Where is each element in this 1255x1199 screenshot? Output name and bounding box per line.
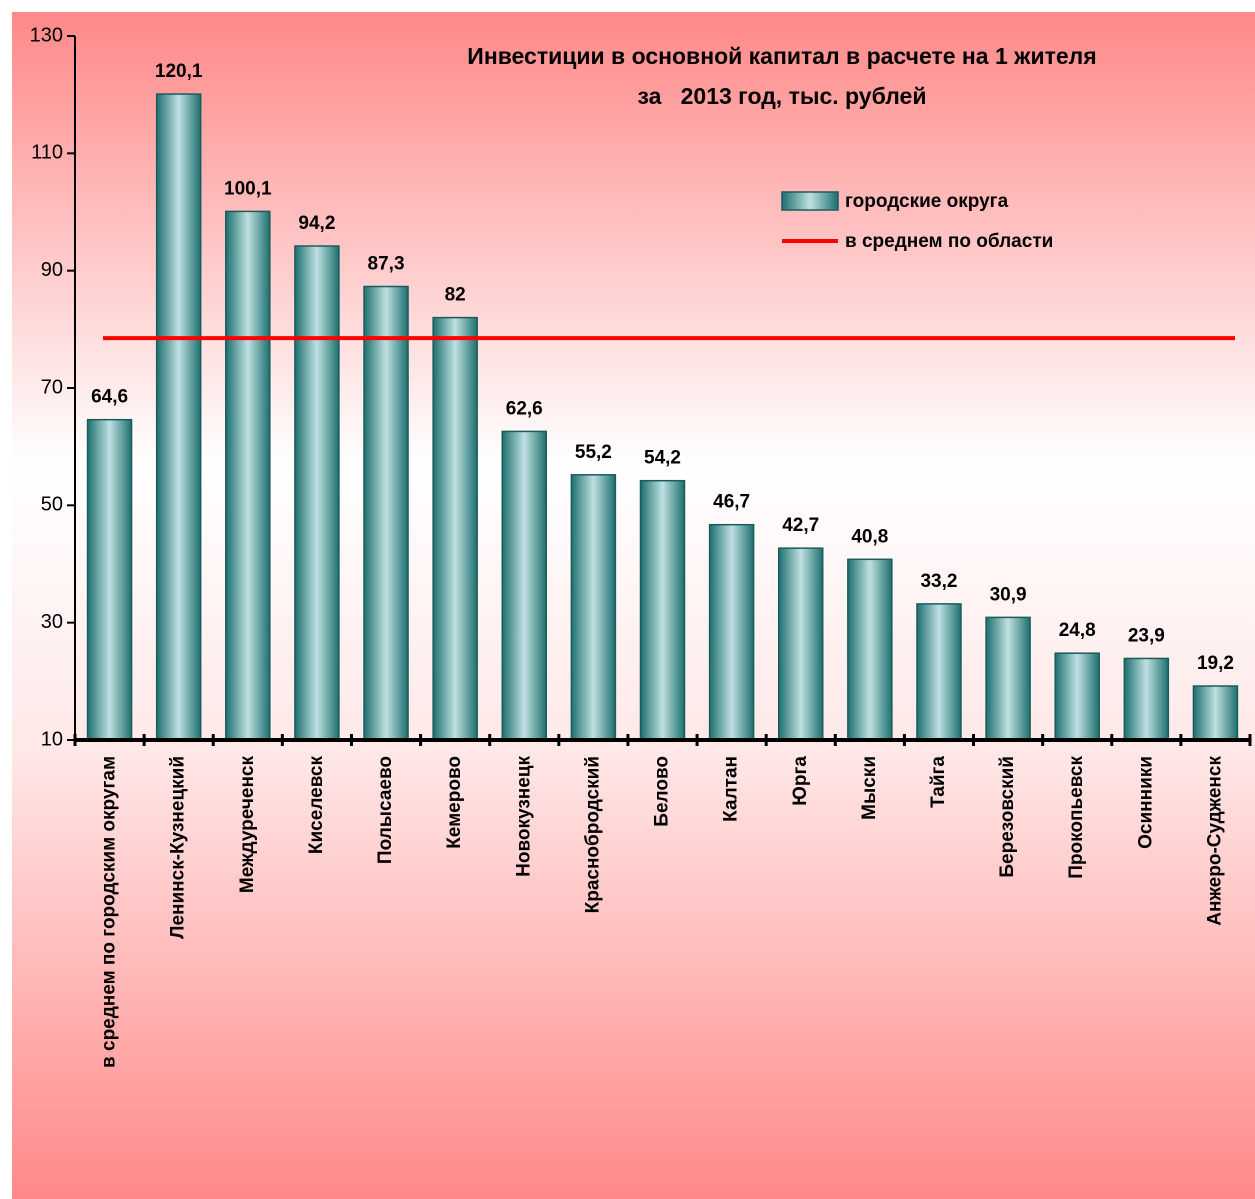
x-tick-label: в среднем по городским округам	[99, 756, 120, 1068]
x-tick-label: Юрга	[790, 756, 811, 806]
bar	[916, 603, 962, 741]
chart-title: за 2013 год, тыс. рублей	[638, 83, 927, 109]
value-label: 42,7	[782, 515, 819, 536]
value-label: 100,1	[224, 178, 272, 199]
y-tick-label: 70	[41, 376, 63, 398]
chart-title: Инвестиции в основной капитал в расчете …	[467, 43, 1096, 69]
x-tick-label: Калтан	[721, 756, 742, 822]
value-label: 82	[445, 285, 466, 306]
legend-label: городские округа	[845, 191, 1009, 212]
x-tick-label: Новокузнецк	[513, 756, 534, 877]
value-label: 55,2	[575, 442, 612, 463]
y-tick-label: 30	[41, 611, 63, 633]
bar	[1192, 685, 1239, 741]
value-label: 94,2	[298, 213, 335, 234]
x-tick-label: Ленинск-Кузнецкий	[168, 756, 189, 939]
bar	[847, 558, 893, 741]
x-tick-label: Мыски	[859, 756, 880, 820]
bar	[639, 479, 686, 741]
x-tick-label: Междуреченск	[237, 756, 258, 894]
legend-swatch	[781, 191, 839, 211]
bar	[86, 418, 133, 741]
value-label: 62,6	[506, 398, 543, 419]
bar	[570, 474, 617, 741]
x-tick-label: Березовский	[997, 756, 1018, 878]
value-label: 24,8	[1059, 620, 1096, 641]
y-tick-label: 130	[30, 24, 63, 46]
bar	[708, 523, 755, 741]
x-tick-label: Прокопьевск	[1066, 756, 1087, 879]
value-label: 30,9	[990, 584, 1027, 605]
value-label: 120,1	[155, 61, 203, 82]
y-tick-label: 90	[41, 259, 63, 281]
legend-label: в среднем по области	[845, 231, 1053, 252]
value-label: 54,2	[644, 448, 681, 469]
bar	[1054, 652, 1100, 741]
bar	[777, 547, 824, 741]
bar	[985, 616, 1031, 741]
value-label: 40,8	[851, 526, 888, 547]
x-tick-label: Полысаево	[375, 756, 396, 864]
value-label: 46,7	[713, 492, 750, 513]
value-label: 19,2	[1197, 653, 1234, 674]
value-label: 23,9	[1128, 625, 1165, 646]
bar	[225, 210, 271, 741]
value-label: 87,3	[368, 254, 405, 275]
bar	[294, 245, 340, 741]
y-tick-label: 110	[31, 142, 63, 164]
x-tick-label: Анжеро-Судженск	[1204, 756, 1225, 926]
value-label: 33,2	[920, 571, 957, 592]
bar	[155, 93, 202, 741]
bar	[432, 316, 478, 741]
bar	[501, 430, 548, 741]
x-tick-label: Краснобродский	[582, 756, 603, 913]
x-tick-label: Осинники	[1135, 756, 1156, 849]
value-label: 64,6	[91, 387, 128, 408]
y-tick-label: 50	[41, 494, 63, 516]
x-tick-label: Тайга	[928, 756, 949, 808]
y-tick-label: 10	[41, 728, 63, 750]
plot-background	[12, 12, 1255, 1199]
x-tick-label: Кемерово	[444, 756, 465, 849]
x-tick-label: Белово	[652, 756, 673, 827]
x-tick-label: Киселевск	[306, 756, 327, 855]
bar	[1123, 657, 1170, 741]
bar	[363, 285, 409, 741]
